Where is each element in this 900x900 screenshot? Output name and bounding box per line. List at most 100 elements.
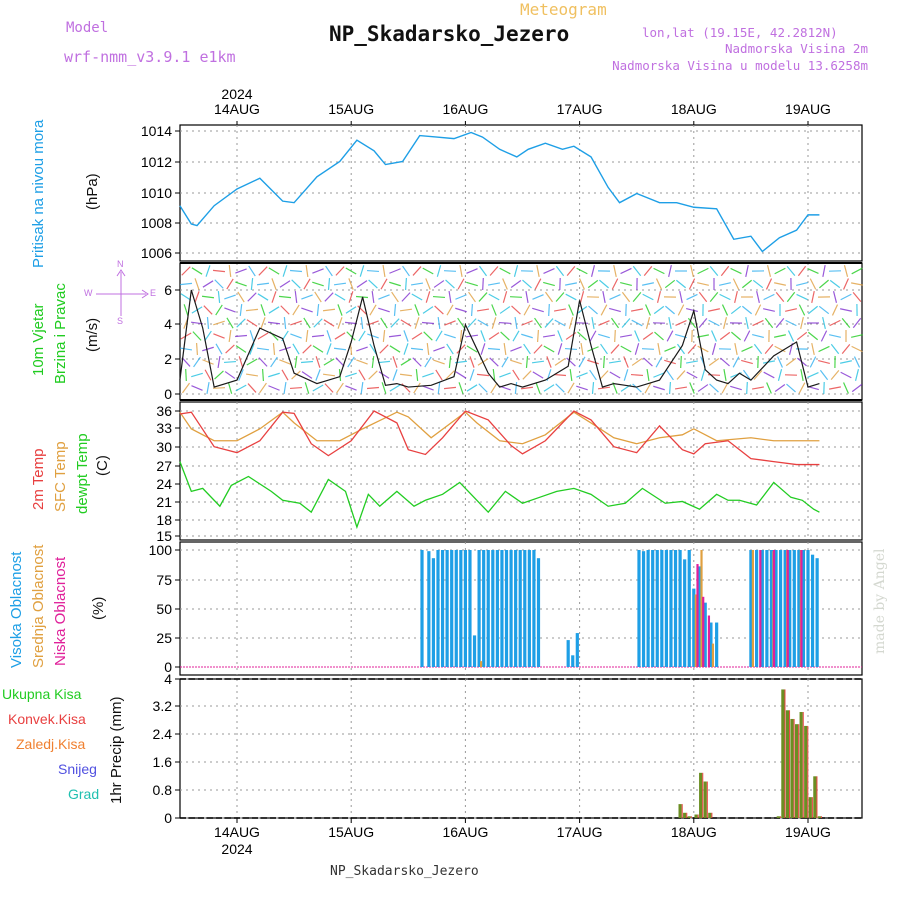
precip-bar <box>813 776 817 818</box>
precip-bar <box>808 797 812 818</box>
precip-convective-bar <box>779 816 781 818</box>
wind-arrow <box>268 306 280 314</box>
wind-arrow <box>741 346 753 352</box>
year-bottom-label: 2024 <box>221 841 252 857</box>
wind-arrow <box>751 386 765 390</box>
wind-arrow <box>503 342 507 356</box>
high-cloud-bar <box>669 550 673 667</box>
footer-station: NP_Skadarsko_Jezero <box>330 864 479 879</box>
wind-arrow <box>334 332 346 340</box>
wind-arrow <box>238 356 244 368</box>
wind-arrow <box>499 372 511 378</box>
wind-arrow <box>664 346 676 352</box>
wind-arrow <box>455 307 467 313</box>
wind-arrow <box>832 291 838 303</box>
wind-arrow <box>358 330 366 342</box>
low-cloud-bar <box>702 596 705 667</box>
wind-arrow <box>247 292 257 302</box>
wind-arrow <box>763 371 775 379</box>
wind-arrow <box>775 317 785 329</box>
precip-convective-bar <box>784 689 786 818</box>
wind-arrow <box>557 330 563 342</box>
wind-arrow <box>753 370 763 380</box>
precip-convective-bar <box>686 812 688 818</box>
high-cloud-bar <box>765 550 769 667</box>
wind-arrow <box>356 280 368 288</box>
ytick-label-4-2: 1.6 <box>153 754 173 770</box>
wind-arrow <box>523 304 531 316</box>
wind-arrow <box>377 360 391 364</box>
wind-arrow <box>389 345 401 353</box>
wind-arrow <box>302 344 312 354</box>
wind-arrow <box>653 267 665 275</box>
high-cloud-bar <box>774 550 778 667</box>
ytick-label-4-1: 0.8 <box>153 782 173 798</box>
wind-arrow <box>289 386 303 390</box>
wind-arrow <box>532 307 544 313</box>
wind-arrow <box>796 293 808 301</box>
wind-arrow <box>183 304 189 316</box>
wind-arrow <box>734 342 738 356</box>
wind-arrow <box>763 308 775 312</box>
wind-arrow <box>634 330 640 342</box>
wind-arrow <box>326 343 332 355</box>
wind-arrow <box>796 281 808 287</box>
wind-arrow <box>697 282 709 286</box>
high-cloud-bar <box>655 550 659 667</box>
wind-arrow <box>599 279 609 289</box>
wind-arrow <box>709 291 719 303</box>
ytick-label-2-6: 33 <box>156 420 172 436</box>
panel-frame-2 <box>179 401 863 541</box>
wind-arrow <box>522 370 532 380</box>
wind-arrow <box>830 370 840 380</box>
wind-arrow <box>709 265 719 277</box>
wind-arrow <box>797 265 807 277</box>
high-cloud-bar <box>788 550 792 667</box>
wind-arrow <box>668 381 672 395</box>
wind-arrow <box>378 294 390 300</box>
wind-arrow <box>555 265 565 277</box>
wind-arrow <box>536 329 540 343</box>
wind-arrow <box>202 280 214 288</box>
wind-arrow <box>807 305 819 315</box>
wind-arrow <box>621 291 631 303</box>
wind-arrow <box>480 343 486 355</box>
wind-arrow <box>851 267 863 275</box>
high-cloud-bar <box>420 550 424 667</box>
wind-arrow <box>499 306 511 314</box>
wind-arrow <box>250 277 254 291</box>
high-cloud-bar <box>566 640 570 667</box>
ytick-label-1-1: 2 <box>164 351 172 367</box>
wind-arrow <box>522 279 532 289</box>
wind-arrow <box>235 281 247 287</box>
wind-arrow <box>807 372 819 378</box>
wind-arrow <box>228 264 232 278</box>
wind-arrow <box>800 317 804 329</box>
wind-arrow <box>194 291 200 303</box>
wind-arrow <box>347 356 355 368</box>
wind-arrow <box>709 383 719 393</box>
wind-arrow <box>578 356 586 368</box>
wind-arrow <box>271 278 277 290</box>
wind-arrow <box>610 344 620 354</box>
low-cloud-bar <box>696 564 699 667</box>
precip-bar <box>708 812 712 818</box>
wind-arrow <box>235 268 247 274</box>
wind-arrow <box>722 317 728 329</box>
wind-arrow <box>829 279 841 289</box>
wind-arrow <box>348 291 354 303</box>
wind-arrow <box>851 345 863 353</box>
wind-arrow <box>676 343 686 355</box>
high-cloud-bar <box>445 550 449 667</box>
wind-arrow <box>589 369 597 381</box>
wind-arrow <box>774 267 786 275</box>
wind-arrow <box>224 294 236 300</box>
wind-arrow <box>202 359 214 365</box>
wind-arrow <box>730 385 742 391</box>
wind-arrow <box>245 373 259 377</box>
wind-arrow <box>436 265 442 277</box>
wind-arrow <box>466 345 478 353</box>
high-cloud-bar <box>523 550 527 667</box>
wind-arrow <box>513 265 519 277</box>
low-cloud-bar <box>772 550 776 667</box>
